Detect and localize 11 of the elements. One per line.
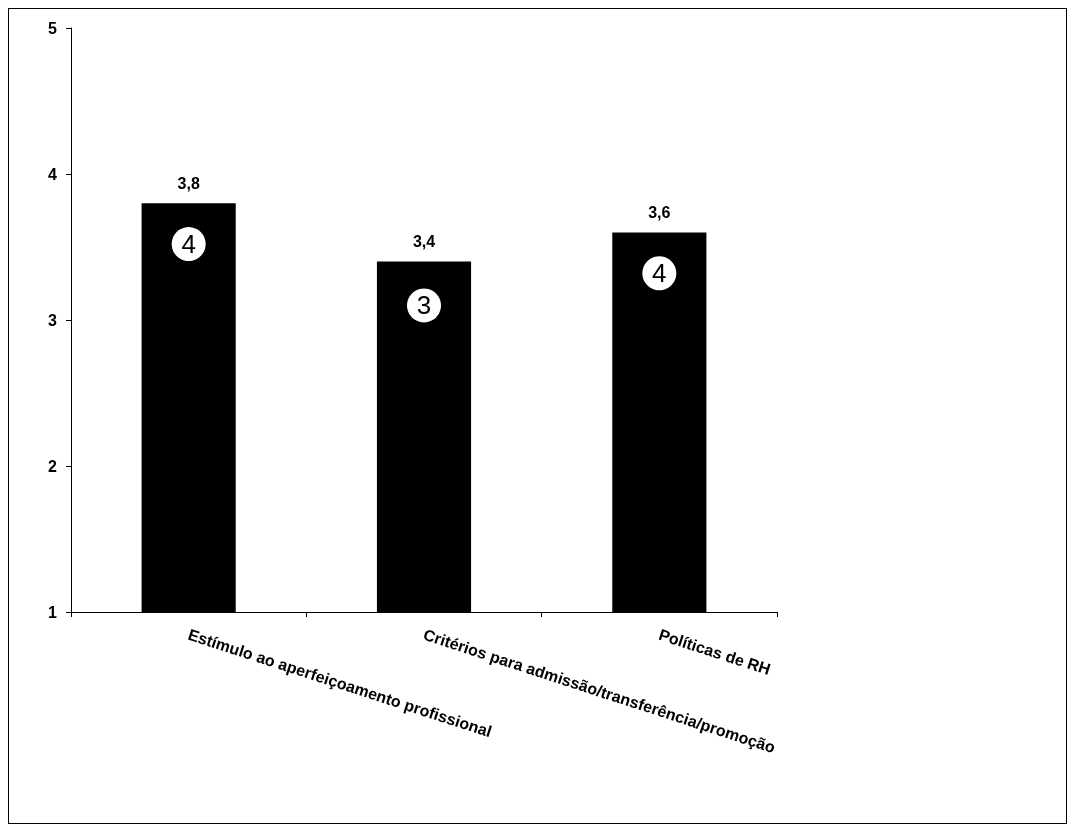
y-tick-label: 5 <box>48 19 58 37</box>
annotation: 3 <box>416 290 432 321</box>
y-tick-label: 1 <box>48 603 58 621</box>
data-label: 3,4 <box>412 233 436 251</box>
annotation: 4 <box>652 258 667 289</box>
data-label: 3,6 <box>648 203 671 221</box>
y-tick-label: 4 <box>48 165 58 183</box>
data-label: 3,8 <box>177 174 200 192</box>
annotation: 4 <box>181 229 196 260</box>
y-tick-label: 3 <box>48 311 58 329</box>
y-tick-label: 2 <box>48 457 58 475</box>
